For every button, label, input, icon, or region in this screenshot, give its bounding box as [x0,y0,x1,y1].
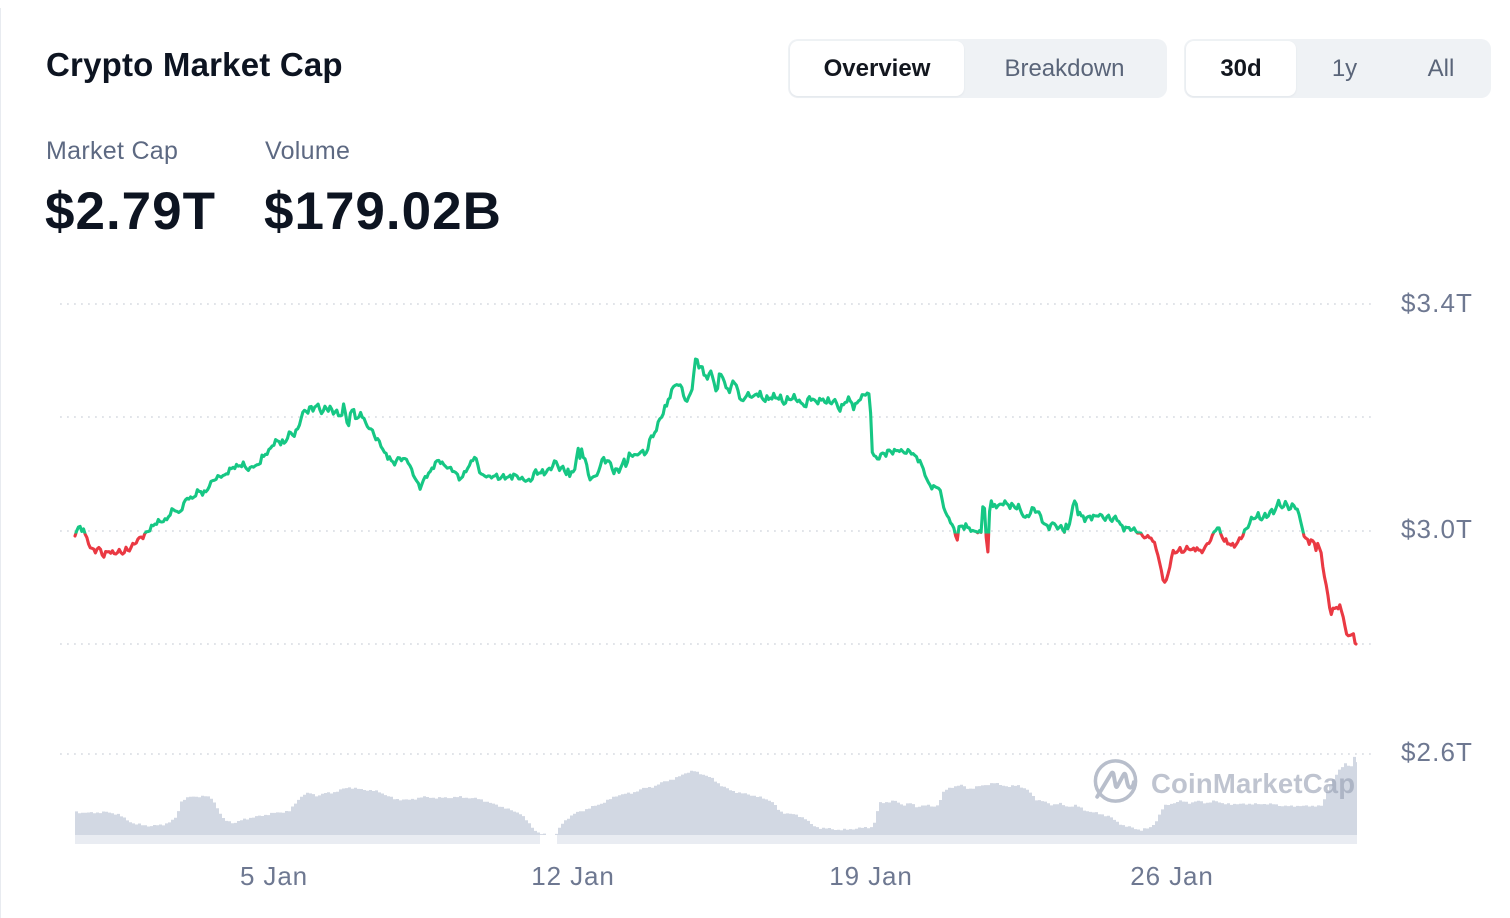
svg-text:CoinMarketCap: CoinMarketCap [1151,768,1355,799]
